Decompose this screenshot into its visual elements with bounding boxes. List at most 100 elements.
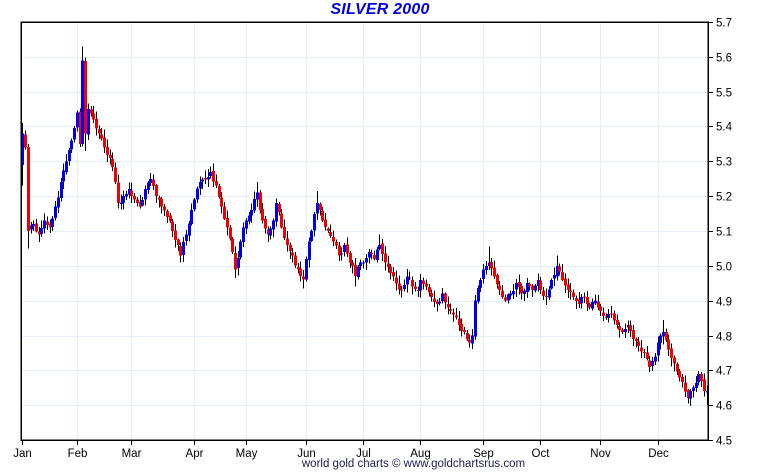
- candle-body-down: [648, 360, 651, 367]
- candle-body-down: [493, 267, 496, 277]
- candle-body-down: [24, 134, 27, 148]
- candle-body-down: [632, 330, 635, 339]
- candle-body-down: [155, 185, 158, 197]
- candle-body-up: [657, 342, 660, 356]
- candle-body-down: [498, 285, 501, 291]
- candle-body-down: [684, 382, 687, 392]
- candle-body-down: [389, 266, 392, 273]
- x-axis-month-label: Mar: [122, 448, 142, 460]
- candle-body-down: [430, 292, 433, 298]
- candle-body-down: [92, 113, 95, 120]
- y-axis-tick-label: 4.7: [716, 366, 732, 378]
- candle-body-up: [406, 276, 409, 285]
- candle-body-up: [30, 225, 33, 230]
- candle-body-down: [610, 313, 613, 315]
- candle-body-down: [468, 340, 471, 343]
- candle-body-up: [269, 228, 272, 236]
- candle-body-up: [523, 290, 526, 295]
- candle-body-down: [583, 296, 586, 298]
- candle-body-down: [400, 289, 403, 291]
- candle-body-down: [643, 352, 646, 354]
- candle-body-up: [553, 275, 556, 279]
- candle-body-up: [310, 231, 313, 241]
- y-axis-tick-label: 5.4: [716, 122, 733, 134]
- candle-body-down: [98, 128, 101, 134]
- candle-body-down: [428, 287, 431, 293]
- candle-body-up: [627, 325, 630, 328]
- x-axis-month-label: Aug: [410, 448, 430, 460]
- candle-body-down: [687, 390, 690, 399]
- candle-body-down: [95, 119, 98, 129]
- candle-body-down: [212, 171, 215, 182]
- candle-body-down: [455, 315, 458, 318]
- candle-body-down: [452, 312, 455, 315]
- candle-body-up: [253, 199, 256, 211]
- candle-body-down: [569, 290, 572, 293]
- candle-body-up: [515, 283, 518, 290]
- candle-body-down: [542, 290, 545, 297]
- candle-body-down: [130, 190, 133, 197]
- candle-body-down: [106, 147, 109, 155]
- x-axis-month-label: Jan: [13, 448, 32, 460]
- candle-body-up: [441, 293, 444, 301]
- candle-body-down: [109, 154, 112, 158]
- candle-body-down: [373, 254, 376, 259]
- candle-body-down: [27, 147, 30, 231]
- candle-body-up: [507, 294, 510, 301]
- candle-body-down: [297, 266, 300, 270]
- x-axis-month-label: Sep: [473, 448, 493, 460]
- candle-body-up: [125, 194, 128, 197]
- candle-body-up: [692, 387, 695, 391]
- candle-body-up: [51, 218, 54, 227]
- candle-body-down: [267, 229, 270, 235]
- x-axis-month-label: Dec: [648, 448, 669, 460]
- candle-body-down: [84, 61, 87, 134]
- candle-body-up: [182, 242, 185, 255]
- candle-body-down: [504, 297, 507, 301]
- candle-body-up: [128, 189, 131, 195]
- x-axis-month-label: Oct: [532, 448, 551, 460]
- candle-body-down: [447, 303, 450, 308]
- candle-body-up: [242, 227, 245, 243]
- candle-body-up: [239, 241, 242, 258]
- candle-body-down: [387, 263, 390, 268]
- candle-body-up: [308, 241, 311, 261]
- candle-body-down: [294, 255, 297, 266]
- candle-body-down: [114, 167, 117, 183]
- candle-body-down: [398, 283, 401, 290]
- candle-body-up: [43, 220, 46, 229]
- candle-body-down: [158, 197, 161, 200]
- candle-body-down: [545, 295, 548, 298]
- candle-body-down: [163, 206, 166, 211]
- candle-body-up: [477, 288, 480, 302]
- x-axis-month-label: Apr: [186, 448, 204, 460]
- candle-body-up: [87, 109, 90, 135]
- candle-body-down: [408, 277, 411, 279]
- x-axis-month-label: Jul: [356, 448, 371, 460]
- candle-body-down: [381, 243, 384, 255]
- candle-body-down: [38, 231, 41, 235]
- candle-body-up: [471, 335, 474, 344]
- y-axis-tick-label: 4.5: [716, 436, 732, 448]
- candle-body-up: [697, 373, 700, 383]
- candle-body-up: [57, 197, 60, 208]
- candle-body-up: [147, 182, 150, 190]
- candle-body-down: [460, 324, 463, 331]
- candle-body-down: [79, 111, 82, 144]
- candle-body-up: [68, 150, 71, 161]
- candle-body-down: [103, 137, 106, 148]
- candle-body-down: [703, 379, 706, 392]
- candle-body-down: [160, 198, 163, 207]
- candle-body-up: [580, 297, 583, 304]
- candle-body-down: [618, 325, 621, 330]
- candle-body-up: [70, 140, 73, 150]
- candle-body-down: [433, 298, 436, 303]
- candle-body-down: [572, 292, 575, 298]
- candle-body-down: [179, 246, 182, 256]
- candle-body-down: [444, 293, 447, 303]
- candle-body-up: [550, 279, 553, 289]
- candle-body-down: [678, 371, 681, 378]
- candle-body-down: [676, 364, 679, 372]
- candle-body-up: [537, 279, 540, 287]
- candle-body-down: [605, 316, 608, 319]
